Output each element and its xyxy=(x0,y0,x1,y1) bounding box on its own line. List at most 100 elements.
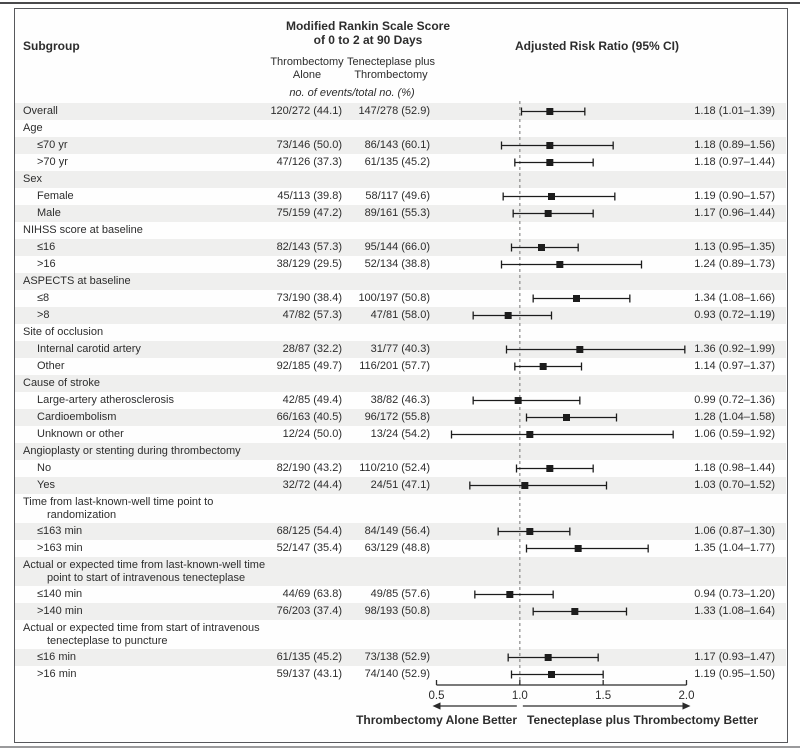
subgroup-header-row: Sex xyxy=(15,171,786,188)
subgroup-label: Site of occlusion xyxy=(23,326,104,338)
subgroup-label: ≤163 min xyxy=(37,525,83,537)
subgroup-label-line2: tenecteplase to puncture xyxy=(47,635,168,647)
events-tenecteplase-plus-thrombectomy xyxy=(342,273,430,290)
subgroup-label: Time from last-known-well time point to r… xyxy=(15,494,260,523)
forest-plot-figure: Subgroup Modified Rankin Scale Score of … xyxy=(14,8,788,743)
subgroup-data-row: >8 47/82 (57.3) 47/81 (58.0) 0.93 (0.72–1.1… xyxy=(15,307,786,324)
risk-ratio-value xyxy=(430,222,786,239)
subgroup-label: ≤70 yr xyxy=(37,139,68,151)
subgroup-label: ≤8 xyxy=(37,292,50,304)
events-thrombectomy-alone: 76/203 (37.4) xyxy=(276,605,342,617)
right-direction-arrow xyxy=(522,702,691,710)
outcome-title: Modified Rankin Scale Score of 0 to 2 at… xyxy=(257,19,479,47)
subgroup-label: >16 xyxy=(37,258,56,270)
subgroup-label: ≤16 xyxy=(37,241,56,253)
subgroup-header-row: Age xyxy=(15,120,786,137)
events-tenecteplase-plus-thrombectomy: 49/85 (57.6) xyxy=(370,588,430,600)
events-thrombectomy-alone: 82/190 (43.2) xyxy=(276,462,342,474)
events-tenecteplase-plus-thrombectomy: 47/81 (58.0) xyxy=(370,309,430,321)
events-thrombectomy-alone: 52/147 (35.4) xyxy=(276,542,342,554)
events-tenecteplase-plus-thrombectomy xyxy=(342,120,430,137)
events-tenecteplase-plus-thrombectomy: 96/172 (55.8) xyxy=(364,411,430,423)
top-rule xyxy=(0,2,800,4)
subgroup-label: Yes xyxy=(37,479,55,491)
risk-ratio-value xyxy=(430,557,786,586)
events-thrombectomy-alone: 32/72 (44.4) xyxy=(282,479,342,491)
events-tenecteplase-plus-thrombectomy: 110/210 (52.4) xyxy=(359,462,430,474)
column-header-tenecteplase-plus-thrombectomy: Tenecteplase plus Thrombectomy xyxy=(346,56,436,81)
risk-ratio-value: 1.36 (0.92–1.99) xyxy=(694,343,775,355)
risk-ratio-value xyxy=(430,120,786,137)
events-tenecteplase-plus-thrombectomy: 147/278 (52.9) xyxy=(358,105,430,117)
risk-ratio-value: 1.17 (0.93–1.47) xyxy=(694,651,775,663)
axis-tick-label: 1.0 xyxy=(512,690,528,702)
events-tenecteplase-plus-thrombectomy xyxy=(342,222,430,239)
events-thrombectomy-alone: 82/143 (57.3) xyxy=(276,241,342,253)
events-thrombectomy-alone xyxy=(260,120,342,137)
subgroup-label: No xyxy=(37,462,52,474)
events-thrombectomy-alone: 38/129 (29.5) xyxy=(276,258,342,270)
subgroup-data-row: >140 min 76/203 (37.4) 98/193 (50.8) 1.33 (… xyxy=(15,603,786,620)
events-tenecteplase-plus-thrombectomy: 38/82 (46.3) xyxy=(370,394,430,406)
events-thrombectomy-alone: 44/69 (63.8) xyxy=(282,588,342,600)
events-tenecteplase-plus-thrombectomy xyxy=(342,324,430,341)
risk-ratio-value: 1.17 (0.96–1.44) xyxy=(694,207,775,219)
subgroup-label: Overall xyxy=(23,105,58,117)
subgroup-header-row: Actual or expected time from start of in… xyxy=(15,620,786,649)
risk-ratio-value xyxy=(430,494,786,523)
subgroup-label: Cause of stroke xyxy=(23,377,101,389)
subgroup-data-row: ≤163 min 68/125 (54.4) 84/149 (56.4) 1.06 (… xyxy=(15,523,786,540)
subgroup-data-row: ≤8 73/190 (38.4) 100/197 (50.8) 1.34 (1.08–… xyxy=(15,290,786,307)
subgroup-data-row: No 82/190 (43.2) 110/210 (52.4) 1.18 (0.98–… xyxy=(15,460,786,477)
risk-ratio-value xyxy=(430,324,786,341)
events-tenecteplase-plus-thrombectomy: 116/201 (57.7) xyxy=(359,360,430,372)
events-thrombectomy-alone: 47/126 (37.3) xyxy=(276,156,342,168)
events-tenecteplase-plus-thrombectomy: 13/24 (54.2) xyxy=(370,428,430,440)
subgroup-data-row: Cardioembolism 66/163 (40.5) 96/172 (55.8)… xyxy=(15,409,786,426)
subgroup-header-row: Angioplasty or stenting during thrombect… xyxy=(15,443,786,460)
events-thrombectomy-alone: 59/137 (43.1) xyxy=(276,668,342,680)
subgroup-label: Large-artery atherosclerosis xyxy=(37,394,174,406)
events-tenecteplase-plus-thrombectomy: 24/51 (47.1) xyxy=(370,479,430,491)
axis-tick-label: 0.5 xyxy=(429,690,445,702)
events-thrombectomy-alone: 92/185 (49.7) xyxy=(276,360,342,372)
events-thrombectomy-alone: 73/146 (50.0) xyxy=(276,139,342,151)
subgroup-data-row: >16 min 59/137 (43.1) 74/140 (52.9) 1.19 (0… xyxy=(15,666,786,683)
x-axis: 0.5 1.0 1.5 2.0 xyxy=(429,680,695,702)
risk-ratio-value: 0.94 (0.73–1.20) xyxy=(694,588,775,600)
outcome-title-line2: of 0 to 2 at 90 Days xyxy=(313,33,423,47)
events-tenecteplase-plus-thrombectomy xyxy=(342,620,430,649)
subgroup-data-row: Other 92/185 (49.7) 116/201 (57.7) 1.14 (0.… xyxy=(15,358,786,375)
events-thrombectomy-alone: 66/163 (40.5) xyxy=(276,411,342,423)
subgroup-label: Cardioembolism xyxy=(37,411,117,423)
events-tenecteplase-plus-thrombectomy xyxy=(342,375,430,392)
events-thrombectomy-alone: 28/87 (32.2) xyxy=(282,343,342,355)
events-thrombectomy-alone xyxy=(260,324,342,341)
subgroup-data-row: >70 yr 47/126 (37.3) 61/135 (45.2) 1.18 (0.… xyxy=(15,154,786,171)
subgroup-label: ≤140 min xyxy=(37,588,83,600)
subgroup-data-row: Internal carotid artery 28/87 (32.2) 31/77… xyxy=(15,341,786,358)
events-tenecteplase-plus-thrombectomy: 86/143 (60.1) xyxy=(364,139,430,151)
subgroup-header-row: Site of occlusion xyxy=(15,324,786,341)
events-thrombectomy-alone: 45/113 (39.8) xyxy=(277,190,342,202)
axis-tick-label: 2.0 xyxy=(679,690,695,702)
events-thrombectomy-alone xyxy=(260,273,342,290)
events-thrombectomy-alone: 120/272 (44.1) xyxy=(270,105,342,117)
events-tenecteplase-plus-thrombectomy: 52/134 (38.8) xyxy=(364,258,430,270)
events-tenecteplase-plus-thrombectomy xyxy=(342,494,430,523)
events-tenecteplase-plus-thrombectomy xyxy=(342,443,430,460)
subgroup-column-header: Subgroup xyxy=(23,39,80,53)
subgroup-label: ASPECTS at baseline xyxy=(23,275,131,287)
events-thrombectomy-alone: 75/159 (47.2) xyxy=(276,207,342,219)
events-tenecteplase-plus-thrombectomy xyxy=(342,171,430,188)
risk-ratio-value: 1.33 (1.08–1.64) xyxy=(694,605,775,617)
events-tenecteplase-plus-thrombectomy: 63/129 (48.8) xyxy=(364,542,430,554)
subgroup-label: Angioplasty or stenting during thrombect… xyxy=(23,445,241,457)
subgroup-label: Sex xyxy=(23,173,42,185)
events-thrombectomy-alone: 61/135 (45.2) xyxy=(276,651,342,663)
events-tenecteplase-plus-thrombectomy: 89/161 (55.3) xyxy=(364,207,430,219)
risk-ratio-value: 1.06 (0.59–1.92) xyxy=(694,428,775,440)
subgroup-data-row: Yes 32/72 (44.4) 24/51 (47.1) 1.03 (0.70–1.… xyxy=(15,477,786,494)
subgroup-label: Actual or expected time from last-known-… xyxy=(23,559,266,584)
events-thrombectomy-alone xyxy=(260,620,342,649)
